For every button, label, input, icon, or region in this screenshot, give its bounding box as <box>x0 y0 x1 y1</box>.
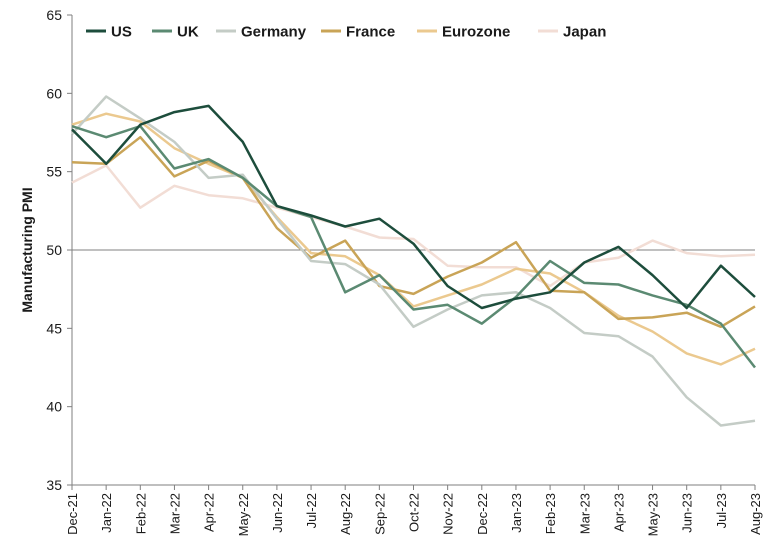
x-tick-label: May-23 <box>646 493 661 536</box>
x-tick-label: Feb-23 <box>543 493 558 534</box>
legend-label: Eurozone <box>442 24 510 41</box>
y-axis-ticks: 35 40 45 50 55 60 65 <box>46 7 72 493</box>
legend-item-france: France <box>321 24 395 41</box>
x-tick-label: Jul-23 <box>714 493 729 528</box>
x-tick-label: Apr-22 <box>202 493 217 532</box>
series-line-germany <box>71 95 756 427</box>
x-tick-label: May-22 <box>236 493 251 536</box>
x-tick-label: Dec-21 <box>65 493 80 535</box>
y-tick-label: 65 <box>46 7 62 23</box>
x-tick-label: Mar-22 <box>167 493 182 534</box>
x-tick-label: Jan-22 <box>99 493 114 533</box>
x-tick-label: Jun-22 <box>270 493 285 533</box>
x-tick-label: Mar-23 <box>577 493 592 534</box>
legend-item-germany: Germany <box>216 24 307 41</box>
x-tick-label: Aug-23 <box>748 493 763 535</box>
x-axis-ticks: Dec-21 Jan-22 Feb-22 Mar-22 Apr-22 May-22 Jun-… <box>65 485 763 536</box>
y-tick-label: 40 <box>46 399 62 415</box>
legend-label: US <box>111 24 132 41</box>
legend: US UK Germany France Eurozone Japan <box>86 24 606 41</box>
legend-label: Germany <box>241 24 307 41</box>
legend-item-uk: UK <box>152 24 199 41</box>
legend-item-japan: Japan <box>538 24 606 41</box>
y-tick-label: 50 <box>46 242 62 258</box>
x-tick-label: Jul-22 <box>304 493 319 528</box>
x-tick-label: Oct-22 <box>407 493 422 532</box>
x-tick-label: Feb-22 <box>133 493 148 534</box>
x-tick-label: Aug-22 <box>338 493 353 535</box>
legend-item-us: US <box>86 24 132 41</box>
series-line-uk <box>71 124 756 369</box>
y-tick-label: 55 <box>46 164 62 180</box>
y-tick-label: 35 <box>46 477 62 493</box>
x-tick-label: Sep-22 <box>372 493 387 535</box>
x-tick-label: Jan-23 <box>509 493 524 533</box>
x-tick-label: Dec-22 <box>475 493 490 535</box>
x-tick-label: Jun-23 <box>680 493 695 533</box>
legend-label: Japan <box>563 24 606 41</box>
legend-item-eurozone: Eurozone <box>417 24 510 41</box>
x-tick-label: Nov-22 <box>441 493 456 535</box>
y-axis-label: Manufacturing PMI <box>19 187 35 312</box>
series-line-japan <box>71 164 756 288</box>
series-line-france <box>71 135 756 329</box>
series-layer <box>71 95 756 427</box>
series-line-us <box>71 104 756 310</box>
legend-label: France <box>346 24 395 41</box>
legend-label: UK <box>177 24 199 41</box>
x-tick-label: Apr-23 <box>611 493 626 532</box>
y-tick-label: 45 <box>46 320 62 336</box>
y-tick-label: 60 <box>46 85 62 101</box>
